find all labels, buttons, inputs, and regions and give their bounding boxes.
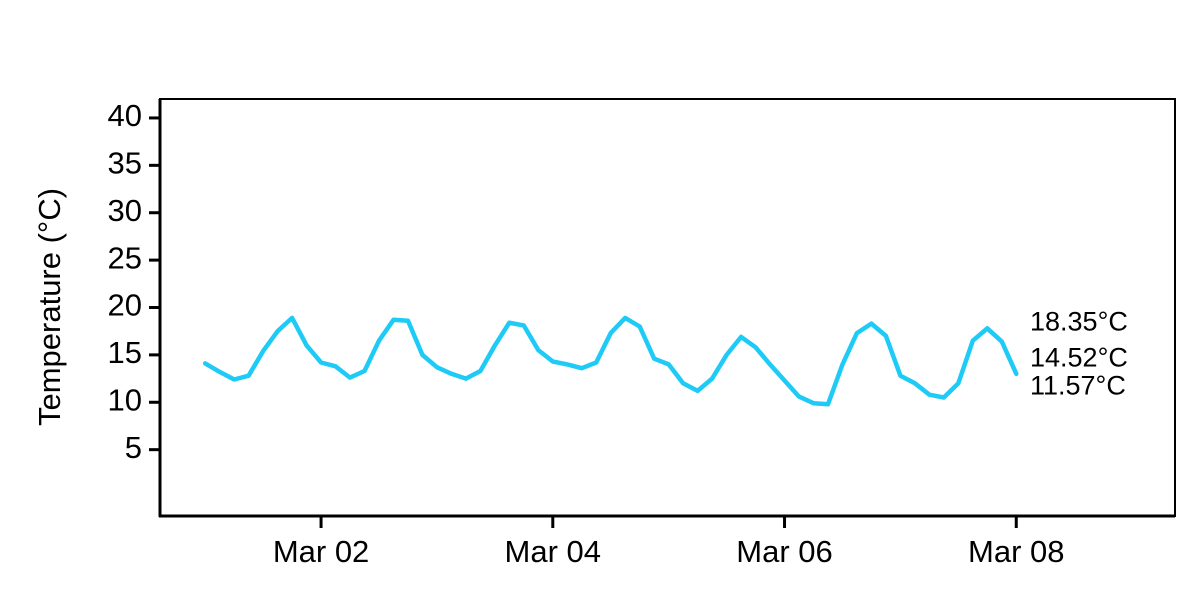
y-tick-label: 25 bbox=[108, 240, 142, 275]
annotation: 18.35°C bbox=[1030, 306, 1128, 336]
panel-border bbox=[159, 98, 1176, 517]
y-tick-label: 40 bbox=[108, 98, 142, 133]
x-tick-label: Mar 04 bbox=[505, 534, 601, 569]
y-tick-label: 30 bbox=[108, 193, 142, 228]
y-tick-label: 10 bbox=[108, 382, 142, 417]
y-axis-label: Temperature (°C) bbox=[32, 188, 67, 426]
x-tick-label: Mar 06 bbox=[736, 534, 832, 569]
x-tick-label: Mar 02 bbox=[273, 534, 369, 569]
y-tick-label: 35 bbox=[108, 146, 142, 181]
annotation: 14.52°C bbox=[1030, 343, 1128, 373]
x-tick-label: Mar 08 bbox=[968, 534, 1064, 569]
annotation: 11.57°C bbox=[1030, 371, 1126, 401]
y-tick-label: 5 bbox=[125, 430, 142, 465]
temperature-line bbox=[202, 315, 1019, 407]
y-tick-label: 20 bbox=[108, 288, 142, 323]
y-tick-label: 15 bbox=[108, 335, 142, 370]
